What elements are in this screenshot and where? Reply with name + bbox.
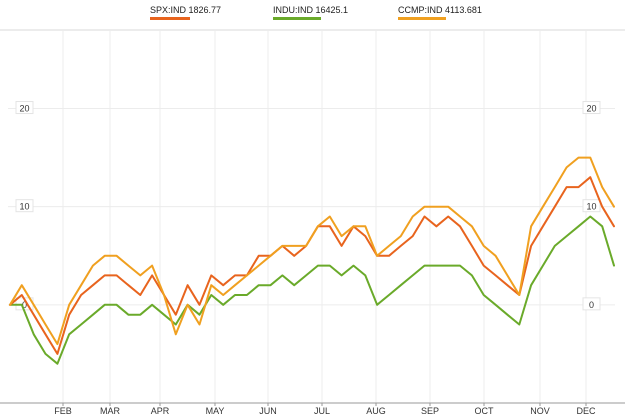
legend-swatch-indu [273, 17, 321, 20]
legend-item-ccmp[interactable]: CCMP:IND 4113.681 [398, 5, 482, 20]
grid-lines [0, 29, 625, 404]
x-tick-label-sep: SEP [421, 406, 439, 416]
y-tick-label-right-0: 0 [589, 300, 594, 310]
y-tick-box-right-0 [582, 297, 601, 311]
x-tick-label-may: MAY [206, 406, 225, 416]
series-line-indu [9, 215, 615, 365]
x-tick-label-feb: FEB [54, 406, 72, 416]
y-tick-box-right-20 [582, 101, 601, 115]
chart-legend: SPX:IND 1826.77 INDU:IND 16425.1 CCMP:IN… [0, 0, 625, 30]
y-tick-label-left-20: 20 [19, 104, 29, 114]
x-tick-label-dec: DEC [576, 406, 596, 416]
y-tick-label-right-10: 10 [586, 202, 596, 212]
legend-swatch-ccmp [398, 17, 446, 20]
x-tick-label-oct: OCT [475, 406, 495, 416]
x-tick-label-apr: APR [151, 406, 170, 416]
y-tick-label-right-20: 20 [586, 104, 596, 114]
series-lines [9, 156, 615, 365]
x-tick-label-jun: JUN [259, 406, 277, 416]
y-tick-box-left-10 [15, 199, 34, 213]
legend-item-spx[interactable]: SPX:IND 1826.77 [150, 5, 221, 20]
y-axis-right: 0 10 20 [582, 101, 601, 311]
y-tick-box-left-20 [15, 101, 34, 115]
legend-label-indu: INDU:IND 16425.1 [273, 5, 349, 15]
legend-label-spx: SPX:IND 1826.77 [150, 5, 222, 15]
legend-label-ccmp: CCMP:IND 4113.681 [398, 5, 482, 15]
x-tick-label-mar: MAR [100, 406, 121, 416]
y-tick-box-right-10 [582, 199, 601, 213]
legend-item-indu[interactable]: INDU:IND 16425.1 [273, 5, 348, 20]
legend-swatch-spx [150, 17, 190, 20]
y-tick-label-left-10: 10 [19, 202, 29, 212]
x-tick-label-jul: JUL [314, 406, 330, 416]
x-tick-label-nov: NOV [530, 406, 550, 416]
x-tick-label-aug: AUG [366, 406, 386, 416]
y-tick-label-left-0: 0 [22, 300, 27, 310]
x-axis: FEB MAR APR MAY JUN JUL AUG SEP OCT NOV DEC [54, 403, 596, 416]
series-line-ccmp [9, 156, 615, 346]
y-axis-left: 0 10 20 [15, 101, 34, 311]
